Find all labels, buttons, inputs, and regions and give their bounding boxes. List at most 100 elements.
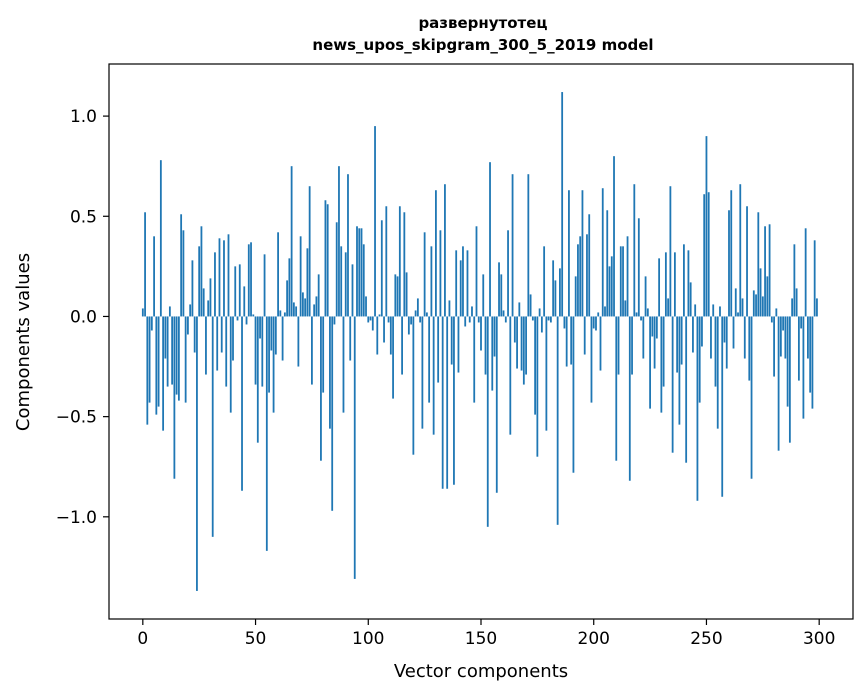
bar-93	[351, 264, 354, 317]
bar-17	[180, 214, 183, 317]
bar-213	[622, 246, 624, 317]
bar-173	[531, 316, 534, 321]
bar-89	[342, 316, 345, 413]
bar-256	[719, 306, 721, 317]
bar-193	[577, 244, 579, 317]
bar-60	[277, 232, 279, 317]
bar-39	[229, 316, 232, 413]
bar-103	[374, 126, 376, 317]
bar-152	[484, 316, 487, 375]
bar-177	[540, 316, 543, 333]
bar-106	[380, 220, 383, 317]
bar-1	[144, 212, 146, 317]
bar-16	[177, 316, 180, 401]
bar-49	[252, 314, 255, 317]
bar-221	[640, 316, 642, 321]
bar-27	[202, 288, 205, 317]
bar-65	[288, 258, 291, 317]
bar-257	[721, 316, 724, 497]
bar-3	[148, 316, 151, 403]
bar-255	[716, 316, 719, 429]
bar-259	[725, 316, 728, 369]
bar-186	[561, 92, 564, 317]
bar-34	[218, 238, 221, 317]
bar-290	[795, 288, 798, 317]
bar-199	[590, 316, 593, 403]
y-tick-label: 0.5	[70, 207, 97, 227]
bar-122	[416, 298, 419, 317]
bar-138	[453, 316, 455, 485]
bar-43	[238, 264, 241, 317]
bar-82	[326, 204, 329, 317]
bar-270	[750, 316, 753, 479]
bar-183	[554, 280, 557, 317]
bar-97	[360, 228, 363, 317]
x-axis-label: Vector components	[394, 661, 568, 682]
bar-147	[473, 316, 476, 403]
bar-271	[752, 290, 755, 317]
bar-109	[387, 316, 390, 323]
bar-294	[804, 228, 807, 317]
bar-206	[606, 210, 609, 317]
bar-57	[270, 316, 273, 351]
bar-196	[583, 316, 586, 355]
bar-261	[730, 190, 733, 317]
bar-218	[633, 184, 636, 317]
bar-72	[304, 298, 307, 317]
bar-84	[331, 316, 334, 511]
chart-title-line-1: развернутотец	[418, 14, 547, 32]
bar-190	[570, 316, 573, 365]
bar-273	[757, 212, 760, 317]
bar-195	[581, 190, 584, 317]
bar-91	[347, 174, 349, 317]
bar-67	[292, 302, 295, 317]
bar-58	[272, 316, 275, 413]
bar-145	[468, 316, 471, 323]
bar-125	[423, 232, 426, 317]
bar-293	[802, 316, 805, 419]
bar-70	[299, 236, 302, 317]
x-axis: 0 50 100 150 200 250 300	[137, 619, 835, 649]
bar-126	[425, 312, 428, 317]
y-tick-label: 1.0	[70, 107, 97, 127]
bar-11	[166, 316, 169, 387]
bar-51	[256, 316, 259, 443]
bar-219	[635, 312, 638, 317]
bar-178	[543, 246, 546, 317]
bar-105	[378, 314, 381, 317]
bar-276	[764, 226, 766, 317]
bar-287	[788, 316, 791, 443]
bar-170	[525, 316, 527, 375]
bar-291	[797, 316, 800, 381]
bar-216	[628, 316, 631, 481]
bar-73	[306, 248, 309, 317]
bar-55	[265, 316, 268, 551]
bar-280	[773, 316, 775, 377]
bar-132	[439, 230, 442, 317]
bar-86	[335, 222, 338, 317]
bar-286	[786, 316, 789, 407]
bar-167	[518, 302, 521, 317]
bar-163	[509, 316, 512, 435]
bar-212	[619, 246, 622, 317]
bar-254	[714, 316, 717, 387]
bar-217	[631, 316, 633, 375]
bar-136	[448, 300, 451, 317]
bar-225	[649, 316, 651, 409]
bar-123	[419, 316, 422, 323]
bar-258	[723, 316, 726, 343]
bar-202	[597, 312, 600, 317]
bar-275	[761, 296, 764, 317]
bar-130	[435, 190, 437, 317]
bar-159	[500, 274, 503, 317]
bar-253	[712, 304, 715, 317]
bar-143	[464, 316, 467, 327]
bar-78	[317, 274, 320, 317]
bar-236	[673, 252, 676, 317]
bar-69	[297, 316, 300, 367]
bar-165	[513, 316, 516, 343]
bar-203	[599, 316, 602, 371]
bar-52	[259, 316, 261, 339]
bar-231	[662, 316, 665, 387]
bar-149	[477, 316, 480, 323]
